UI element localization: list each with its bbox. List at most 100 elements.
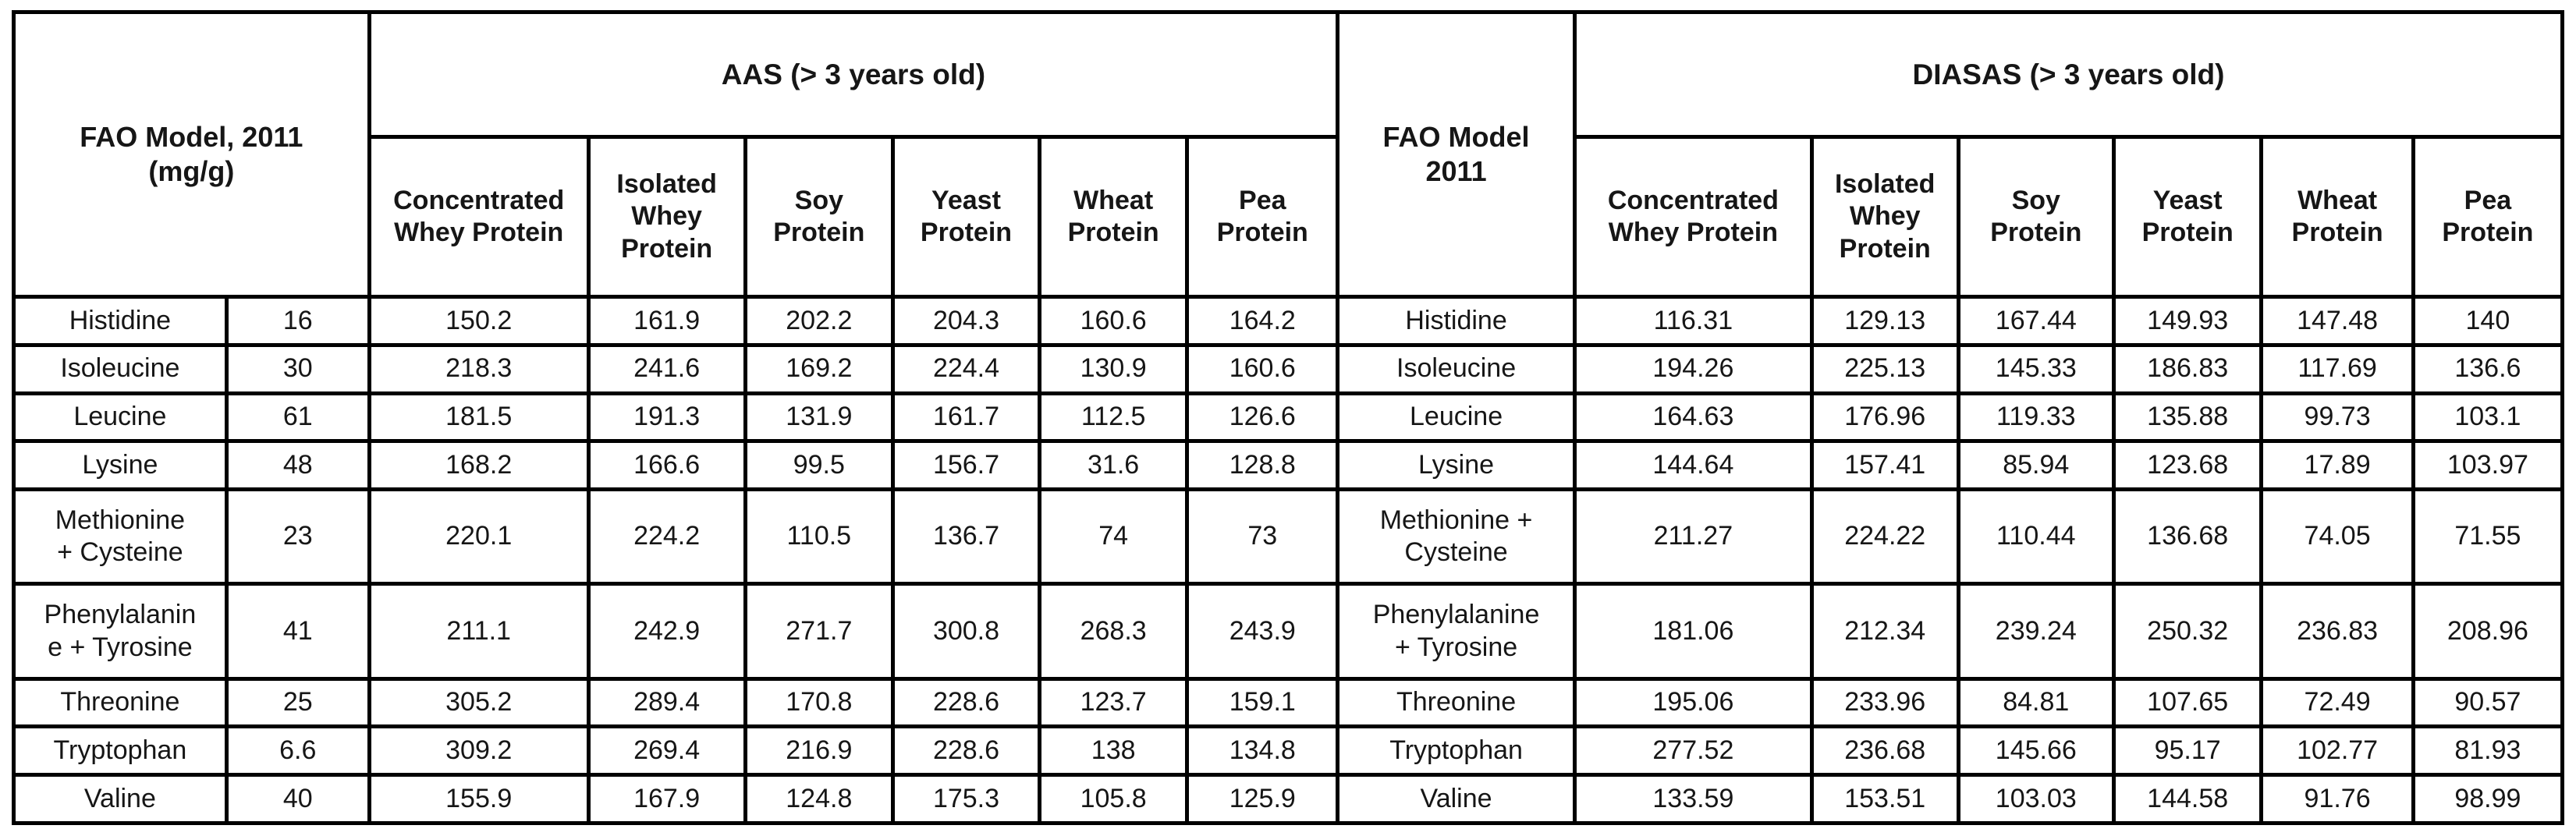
aas-column-header-yeast: Yeast Protein [891, 135, 1041, 299]
diasas-value: 176.96 [1809, 391, 1960, 444]
aas-column-header-isolated-whey: Isolated Whey Protein [586, 135, 747, 299]
fao-reference-value: 30 [224, 342, 371, 395]
aas-value: 175.3 [891, 773, 1041, 825]
aas-column-header-pea: Pea Protein [1185, 135, 1340, 299]
aas-value: 228.6 [891, 676, 1041, 729]
amino-acid-name: Tryptophan [12, 724, 229, 778]
aas-value: 31.6 [1037, 439, 1190, 491]
aas-value: 160.6 [1037, 295, 1190, 347]
amino-acid-name: Histidine [12, 295, 229, 347]
aas-column-header-wheat: Wheat Protein [1037, 135, 1190, 299]
diasas-value: 239.24 [1956, 582, 2116, 681]
diasas-value: 84.81 [1956, 676, 2116, 729]
aas-value: 309.2 [367, 724, 591, 778]
fao-reference-value: 23 [224, 487, 371, 586]
diasas-column-header-concentrated-whey: Concentrated Whey Protein [1572, 135, 1814, 299]
diasas-value: 236.83 [2259, 582, 2415, 681]
diasas-value: 103.97 [2411, 439, 2565, 491]
aas-value: 269.4 [586, 724, 747, 778]
diasas-value: 140 [2411, 295, 2565, 347]
amino-acid-score-table: FAO Model, 2011 (mg/g) AAS (> 3 years ol… [12, 10, 2565, 825]
aas-value: 224.4 [891, 342, 1041, 395]
diasas-value: 157.41 [1809, 439, 1960, 491]
fao-reference-value: 48 [224, 439, 371, 491]
aas-column-header-concentrated-whey: Concentrated Whey Protein [367, 135, 591, 299]
aas-value: 131.9 [743, 391, 896, 444]
table-row-lysine: Lysine 48 168.2 166.6 99.5 156.7 31.6 12… [12, 439, 2565, 491]
diasas-column-header-yeast: Yeast Protein [2111, 135, 2264, 299]
diasas-value: 211.27 [1572, 487, 1814, 586]
aas-value: 216.9 [743, 724, 896, 778]
diasas-value: 133.59 [1572, 773, 1814, 825]
amino-acid-name-right: Valine [1336, 773, 1577, 825]
diasas-value: 145.66 [1956, 724, 2116, 778]
diasas-value: 136.68 [2111, 487, 2264, 586]
diasas-value: 81.93 [2411, 724, 2565, 778]
amino-acid-name: Isoleucine [12, 342, 229, 395]
diasas-group-header: DIASAS (> 3 years old) [1572, 10, 2565, 139]
diasas-column-header-wheat: Wheat Protein [2259, 135, 2415, 299]
diasas-value: 119.33 [1956, 391, 2116, 444]
aas-value: 268.3 [1037, 582, 1190, 681]
aas-column-header-soy: Soy Protein [743, 135, 896, 299]
amino-acid-name: Valine [12, 773, 229, 825]
diasas-value: 123.68 [2111, 439, 2264, 491]
diasas-column-header-isolated-whey: Isolated Whey Protein [1809, 135, 1960, 299]
table-row-isoleucine: Isoleucine 30 218.3 241.6 169.2 224.4 13… [12, 342, 2565, 395]
amino-acid-name: Methionine + Cysteine [12, 487, 229, 586]
diasas-value: 85.94 [1956, 439, 2116, 491]
diasas-value: 167.44 [1956, 295, 2116, 347]
aas-value: 167.9 [586, 773, 747, 825]
aas-value: 289.4 [586, 676, 747, 729]
amino-acid-name: Phenylalanin e + Tyrosine [12, 582, 229, 681]
diasas-value: 147.48 [2259, 295, 2415, 347]
fao-reference-value: 6.6 [224, 724, 371, 778]
amino-acid-name: Leucine [12, 391, 229, 444]
diasas-value: 233.96 [1809, 676, 1960, 729]
aas-value: 220.1 [367, 487, 591, 586]
aas-value: 74 [1037, 487, 1190, 586]
aas-value: 218.3 [367, 342, 591, 395]
diasas-value: 99.73 [2259, 391, 2415, 444]
diasas-value: 250.32 [2111, 582, 2264, 681]
fao-reference-value: 61 [224, 391, 371, 444]
aas-value: 241.6 [586, 342, 747, 395]
aas-value: 224.2 [586, 487, 747, 586]
aas-value: 161.9 [586, 295, 747, 347]
amino-acid-name-right: Isoleucine [1336, 342, 1577, 395]
aas-value: 181.5 [367, 391, 591, 444]
fao-reference-value: 25 [224, 676, 371, 729]
table-row-leucine: Leucine 61 181.5 191.3 131.9 161.7 112.5… [12, 391, 2565, 444]
amino-acid-name-right: Tryptophan [1336, 724, 1577, 778]
diasas-value: 212.34 [1809, 582, 1960, 681]
aas-value: 125.9 [1185, 773, 1340, 825]
fao-model-header-right: FAO Model 2011 [1336, 10, 1577, 299]
aas-value: 150.2 [367, 295, 591, 347]
diasas-value: 72.49 [2259, 676, 2415, 729]
aas-value: 112.5 [1037, 391, 1190, 444]
aas-value: 211.1 [367, 582, 591, 681]
amino-acid-name: Lysine [12, 439, 229, 491]
diasas-value: 91.76 [2259, 773, 2415, 825]
diasas-value: 236.68 [1809, 724, 1960, 778]
diasas-column-header-soy: Soy Protein [1956, 135, 2116, 299]
diasas-value: 74.05 [2259, 487, 2415, 586]
diasas-value: 136.6 [2411, 342, 2565, 395]
aas-value: 155.9 [367, 773, 591, 825]
amino-acid-name-right: Phenylalanine + Tyrosine [1336, 582, 1577, 681]
diasas-value: 116.31 [1572, 295, 1814, 347]
diasas-value: 95.17 [2111, 724, 2264, 778]
fao-reference-value: 40 [224, 773, 371, 825]
aas-group-header: AAS (> 3 years old) [367, 10, 1340, 139]
aas-value: 160.6 [1185, 342, 1340, 395]
aas-value: 123.7 [1037, 676, 1190, 729]
aas-value: 128.8 [1185, 439, 1340, 491]
amino-acid-name-right: Histidine [1336, 295, 1577, 347]
diasas-value: 149.93 [2111, 295, 2264, 347]
amino-acid-name-right: Threonine [1336, 676, 1577, 729]
aas-value: 161.7 [891, 391, 1041, 444]
aas-value: 99.5 [743, 439, 896, 491]
amino-acid-name-right: Leucine [1336, 391, 1577, 444]
aas-value: 243.9 [1185, 582, 1340, 681]
aas-value: 166.6 [586, 439, 747, 491]
